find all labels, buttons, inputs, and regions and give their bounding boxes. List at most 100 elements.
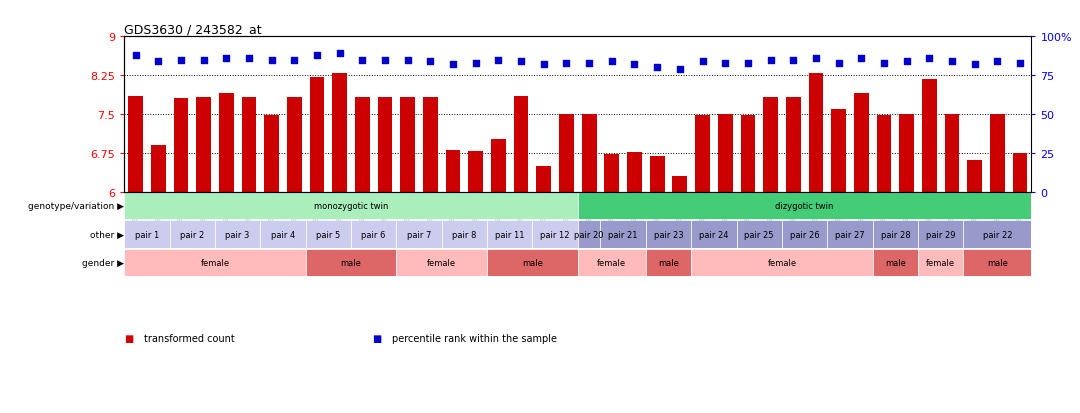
Bar bbox=[446, 151, 460, 192]
Bar bbox=[401, 98, 415, 192]
Text: monozygotic twin: monozygotic twin bbox=[314, 202, 388, 211]
Bar bbox=[718, 115, 732, 192]
Bar bbox=[646, 249, 691, 276]
Bar bbox=[197, 98, 211, 192]
Text: pair 3: pair 3 bbox=[226, 230, 249, 239]
Point bbox=[264, 57, 281, 64]
Point bbox=[807, 56, 824, 62]
Bar bbox=[877, 116, 891, 192]
Text: dizygotic twin: dizygotic twin bbox=[775, 202, 834, 211]
Point bbox=[309, 52, 326, 59]
Point bbox=[535, 62, 552, 69]
Bar bbox=[854, 94, 868, 192]
Bar bbox=[265, 116, 279, 192]
Bar bbox=[968, 160, 982, 192]
Bar bbox=[559, 115, 573, 192]
Bar bbox=[487, 221, 532, 248]
Bar bbox=[737, 221, 782, 248]
Bar bbox=[650, 157, 664, 192]
Text: pair 2: pair 2 bbox=[180, 230, 204, 239]
Point bbox=[829, 60, 847, 67]
Point bbox=[761, 57, 779, 64]
Point bbox=[693, 59, 711, 65]
Bar bbox=[696, 116, 710, 192]
Point bbox=[1011, 60, 1028, 67]
Bar bbox=[832, 109, 846, 192]
Bar bbox=[219, 94, 233, 192]
Text: pair 7: pair 7 bbox=[407, 230, 431, 239]
Bar bbox=[963, 221, 1031, 248]
Text: ■: ■ bbox=[124, 334, 134, 344]
Text: pair 26: pair 26 bbox=[789, 230, 820, 239]
Point bbox=[399, 57, 416, 64]
Point bbox=[897, 59, 915, 65]
Text: male: male bbox=[658, 258, 679, 267]
Bar bbox=[627, 153, 642, 192]
Bar bbox=[396, 221, 442, 248]
Point bbox=[353, 57, 370, 64]
Bar bbox=[922, 80, 936, 192]
Text: transformed count: transformed count bbox=[144, 334, 234, 344]
Bar bbox=[124, 221, 170, 248]
Bar bbox=[782, 221, 827, 248]
Point bbox=[194, 57, 212, 64]
Bar bbox=[691, 249, 873, 276]
Point bbox=[149, 59, 166, 65]
Point bbox=[966, 62, 983, 69]
Bar bbox=[333, 74, 347, 192]
Point bbox=[603, 59, 620, 65]
Text: pair 20: pair 20 bbox=[575, 230, 604, 239]
Bar bbox=[124, 193, 578, 220]
Point bbox=[671, 66, 689, 73]
Point bbox=[172, 57, 190, 64]
Bar bbox=[310, 78, 324, 192]
Text: pair 8: pair 8 bbox=[453, 230, 476, 239]
Text: percentile rank within the sample: percentile rank within the sample bbox=[392, 334, 557, 344]
Bar bbox=[605, 155, 619, 192]
Text: pair 29: pair 29 bbox=[926, 230, 956, 239]
Text: other ▶: other ▶ bbox=[91, 230, 124, 239]
Bar bbox=[469, 152, 483, 192]
Text: pair 11: pair 11 bbox=[495, 230, 525, 239]
Bar bbox=[396, 249, 487, 276]
Bar bbox=[578, 221, 600, 248]
Bar bbox=[578, 249, 646, 276]
Text: pair 25: pair 25 bbox=[744, 230, 774, 239]
Point bbox=[580, 60, 597, 67]
Point bbox=[852, 56, 869, 62]
Bar bbox=[215, 221, 260, 248]
Point bbox=[512, 59, 529, 65]
Text: GDS3630 / 243582_at: GDS3630 / 243582_at bbox=[124, 23, 261, 36]
Point bbox=[648, 65, 665, 71]
Bar bbox=[423, 98, 437, 192]
Point bbox=[988, 59, 1005, 65]
Point bbox=[421, 59, 438, 65]
Bar bbox=[900, 115, 914, 192]
Bar bbox=[129, 97, 143, 192]
Point bbox=[875, 60, 892, 67]
Bar bbox=[537, 166, 551, 192]
Text: female: female bbox=[927, 258, 955, 267]
Bar bbox=[355, 98, 369, 192]
Bar bbox=[918, 249, 963, 276]
Bar bbox=[809, 74, 823, 192]
Point bbox=[717, 60, 734, 67]
Text: female: female bbox=[597, 258, 626, 267]
Point bbox=[944, 59, 961, 65]
Bar bbox=[764, 98, 778, 192]
Bar bbox=[945, 115, 959, 192]
Bar bbox=[170, 221, 215, 248]
Text: pair 23: pair 23 bbox=[653, 230, 684, 239]
Bar bbox=[600, 221, 646, 248]
Bar bbox=[578, 193, 1031, 220]
Bar bbox=[260, 221, 306, 248]
Bar bbox=[306, 249, 396, 276]
Bar bbox=[873, 249, 918, 276]
Point bbox=[625, 62, 643, 69]
Text: pair 5: pair 5 bbox=[316, 230, 340, 239]
Bar bbox=[827, 221, 873, 248]
Point bbox=[467, 60, 484, 67]
Point bbox=[557, 60, 575, 67]
Text: male: male bbox=[340, 258, 362, 267]
Bar bbox=[786, 98, 800, 192]
